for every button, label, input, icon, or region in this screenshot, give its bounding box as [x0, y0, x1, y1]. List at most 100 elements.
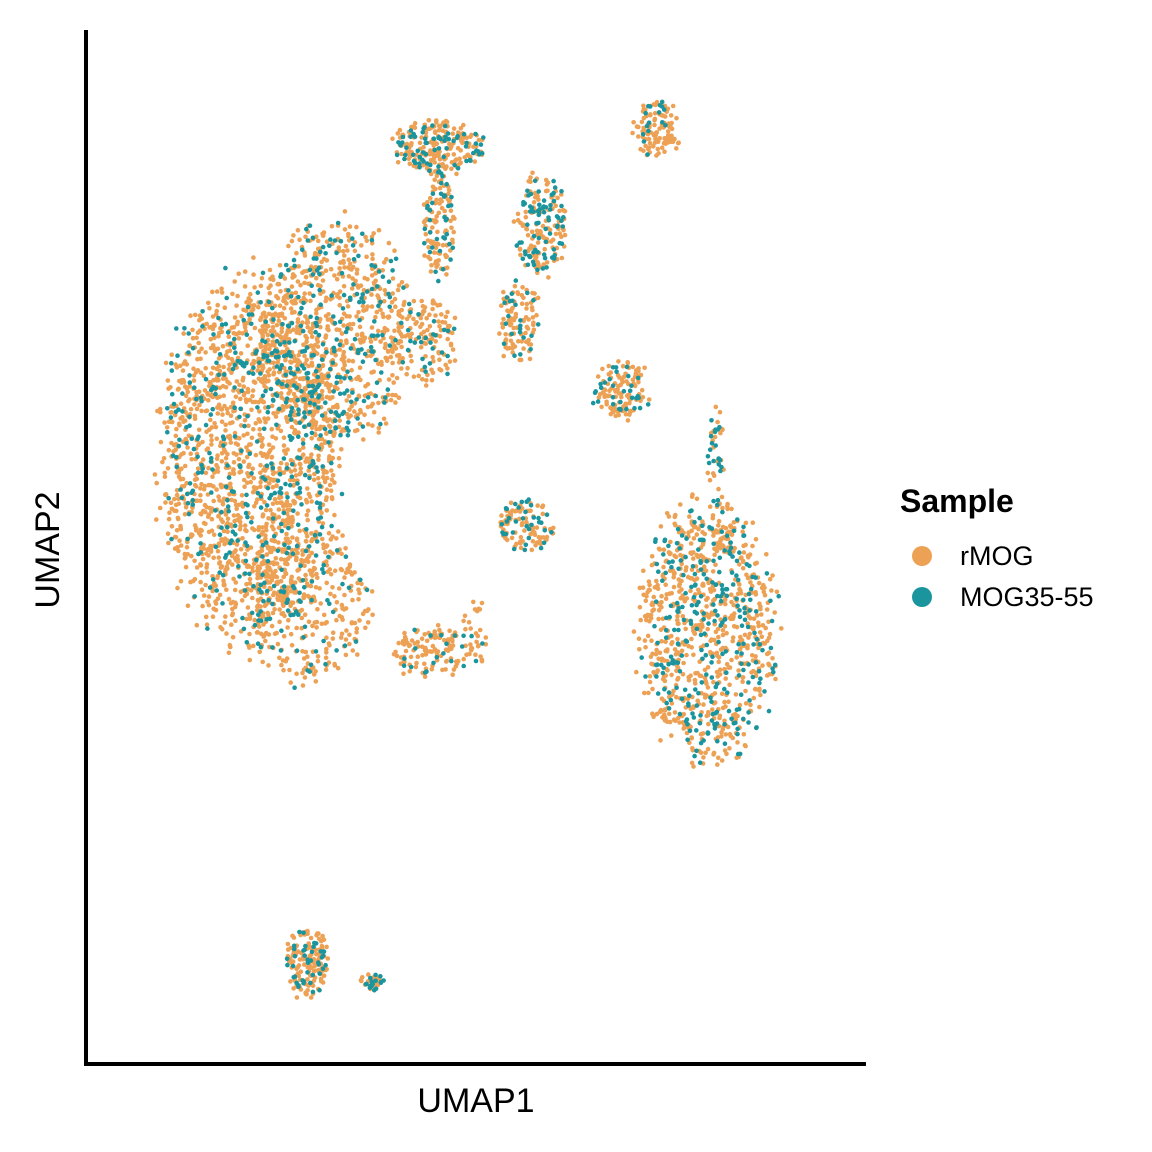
point-rmog	[657, 126, 662, 131]
point-rmog	[244, 445, 249, 450]
point-rmog	[227, 381, 232, 386]
point-mog35-55	[696, 690, 701, 696]
point-rmog	[316, 475, 321, 481]
point-rmog	[301, 375, 307, 381]
point-rmog	[297, 331, 303, 336]
point-rmog	[463, 626, 468, 632]
point-rmog	[198, 492, 203, 498]
point-mog35-55	[439, 632, 444, 638]
point-mog35-55	[437, 248, 443, 254]
point-rmog	[707, 504, 713, 510]
point-rmog	[607, 393, 612, 399]
point-rmog	[244, 616, 249, 622]
point-rmog	[359, 331, 365, 337]
point-rmog	[430, 354, 436, 360]
point-mog35-55	[527, 209, 533, 214]
point-mog35-55	[176, 443, 182, 449]
point-rmog	[199, 587, 205, 592]
point-rmog	[426, 245, 431, 250]
point-rmog	[651, 594, 657, 600]
point-mog35-55	[645, 152, 650, 157]
point-rmog	[168, 500, 174, 506]
point-rmog	[440, 242, 446, 248]
point-rmog	[432, 647, 438, 652]
point-rmog	[231, 468, 236, 473]
point-mog35-55	[191, 446, 197, 452]
point-rmog	[468, 626, 474, 631]
point-rmog	[334, 536, 339, 541]
point-rmog	[324, 944, 329, 950]
point-rmog	[235, 293, 240, 299]
point-rmog	[202, 388, 208, 393]
point-rmog	[710, 569, 716, 574]
point-rmog	[314, 311, 319, 316]
point-rmog	[259, 539, 264, 544]
point-rmog	[532, 291, 537, 296]
point-rmog	[717, 667, 723, 672]
point-rmog	[434, 118, 439, 123]
point-rmog	[269, 403, 275, 409]
point-mog35-55	[195, 470, 201, 476]
point-rmog	[394, 375, 400, 381]
point-mog35-55	[232, 385, 237, 390]
point-mog35-55	[307, 475, 312, 481]
point-mog35-55	[746, 710, 751, 715]
point-rmog	[255, 572, 260, 577]
point-rmog	[223, 422, 228, 428]
point-rmog	[638, 146, 643, 152]
point-rmog	[528, 175, 533, 180]
point-rmog	[242, 284, 248, 289]
point-rmog	[401, 302, 407, 308]
point-rmog	[152, 472, 158, 477]
point-mog35-55	[265, 409, 271, 415]
point-rmog	[204, 551, 209, 556]
point-rmog	[518, 252, 523, 258]
point-rmog	[339, 567, 345, 573]
point-rmog	[376, 425, 382, 431]
point-rmog	[288, 680, 294, 685]
point-mog35-55	[722, 722, 727, 727]
point-rmog	[308, 935, 314, 941]
point-rmog	[370, 256, 375, 262]
point-rmog	[334, 276, 340, 282]
point-mog35-55	[198, 395, 204, 401]
point-rmog	[259, 275, 265, 281]
point-rmog	[737, 702, 743, 708]
point-rmog	[266, 285, 272, 291]
point-mog35-55	[317, 532, 323, 537]
point-rmog	[476, 137, 482, 143]
point-mog35-55	[412, 340, 418, 345]
point-rmog	[672, 570, 677, 576]
point-rmog	[179, 466, 184, 472]
point-rmog	[206, 465, 211, 471]
point-rmog	[446, 191, 451, 197]
point-rmog	[226, 596, 232, 602]
point-rmog	[224, 587, 229, 592]
point-mog35-55	[278, 486, 284, 491]
point-rmog	[648, 612, 654, 618]
point-rmog	[447, 628, 452, 634]
point-rmog	[249, 407, 254, 413]
point-rmog	[645, 633, 651, 639]
point-rmog	[297, 957, 303, 962]
point-rmog	[430, 184, 436, 190]
point-rmog	[232, 518, 237, 524]
point-rmog	[270, 511, 275, 517]
point-rmog	[444, 164, 449, 169]
point-rmog	[632, 383, 638, 389]
point-rmog	[393, 304, 398, 310]
point-rmog	[324, 966, 330, 972]
point-rmog	[279, 325, 285, 331]
point-rmog	[450, 237, 455, 243]
point-rmog	[701, 702, 706, 707]
point-rmog	[717, 409, 723, 415]
point-rmog	[289, 547, 295, 553]
point-mog35-55	[518, 352, 523, 357]
point-rmog	[680, 672, 686, 677]
point-rmog	[335, 405, 340, 410]
point-rmog	[705, 712, 711, 718]
point-rmog	[670, 103, 676, 109]
point-mog35-55	[718, 598, 724, 604]
point-rmog	[359, 243, 364, 248]
point-rmog	[266, 311, 272, 317]
